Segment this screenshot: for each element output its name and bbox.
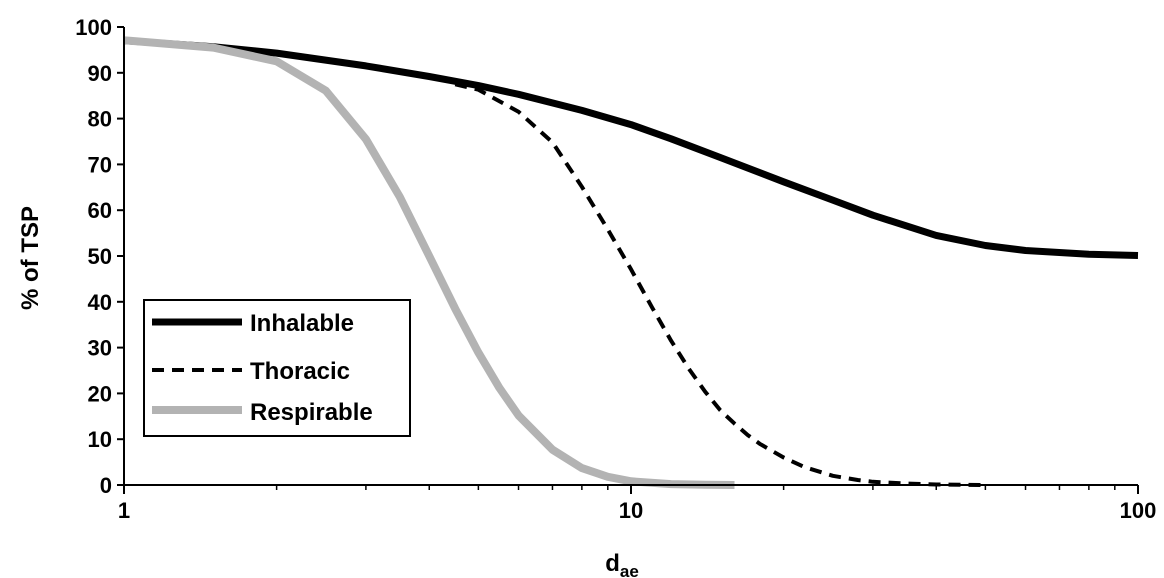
legend-label-thoracic: Thoracic: [250, 358, 350, 385]
y-tick-label: 70: [88, 152, 112, 177]
y-tick-label: 60: [88, 198, 112, 223]
plot-lines: [123, 36, 1139, 489]
series-line-inhalable: [123, 37, 1139, 259]
y-tick-label: 30: [88, 336, 112, 361]
legend: Inhalable Thoracic Respirable: [143, 299, 411, 437]
y-tick-label: 80: [88, 107, 112, 132]
y-tick-label: 100: [75, 15, 112, 40]
y-tick-label: 40: [88, 290, 112, 315]
y-tick-label: 0: [100, 473, 112, 498]
x-tick-label: 1: [118, 498, 130, 523]
x-axis-title-subscript: ae: [620, 562, 639, 578]
legend-label-respirable: Respirable: [250, 399, 373, 426]
y-tick-label: 20: [88, 381, 112, 406]
x-axis-title-main: d: [605, 550, 620, 577]
series-line-thoracic: [454, 82, 986, 487]
legend-label-inhalable: Inhalable: [250, 310, 354, 337]
y-tick-label: 10: [88, 427, 112, 452]
y-tick-label: 90: [88, 61, 112, 86]
series-line-respirable: [123, 36, 735, 489]
y-tick-label: 50: [88, 244, 112, 269]
x-axis-title: dae: [605, 550, 639, 578]
x-tick-label: 100: [1120, 498, 1157, 523]
x-tick-label: 10: [619, 498, 643, 523]
y-axis-title: % of TSP: [17, 206, 44, 310]
